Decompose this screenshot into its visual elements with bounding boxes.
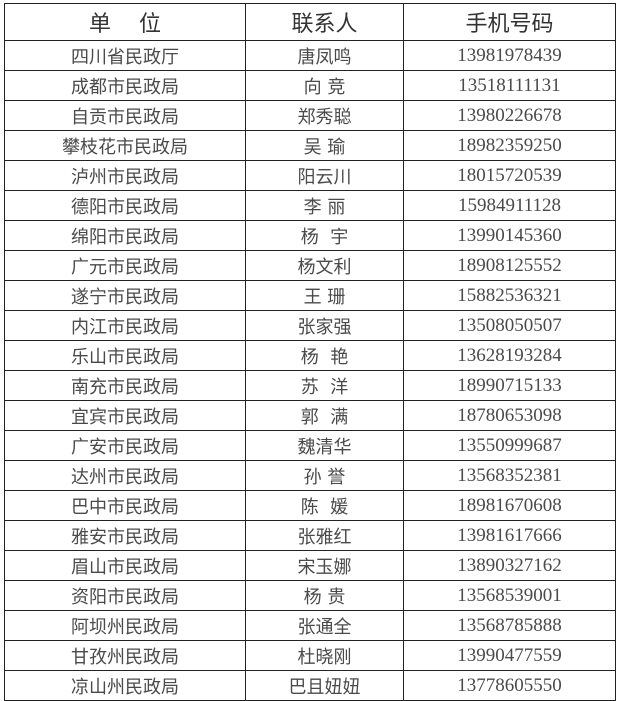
phone-cell: 13980226678 <box>403 100 616 131</box>
unit-cell: 自贡市民政局 <box>4 100 246 131</box>
table-row: 四川省民政厅 唐凤鸣 13981978439 <box>4 40 616 71</box>
contact-cell: 阳云川 <box>245 160 404 191</box>
phone-cell: 13550999687 <box>403 430 616 461</box>
contact-cell: 张家强 <box>245 310 404 341</box>
table-row: 广元市民政局 杨文利 18908125552 <box>4 250 616 281</box>
unit-cell: 巴中市民政局 <box>4 490 246 521</box>
unit-cell: 眉山市民政局 <box>4 550 246 581</box>
contact-cell: 杨 艳 <box>245 340 404 371</box>
contact-cell: 向 竞 <box>245 70 404 101</box>
phone-cell: 15882536321 <box>403 280 616 311</box>
header-unit: 单 位 <box>4 3 246 41</box>
contact-cell: 唐凤鸣 <box>245 40 404 71</box>
contact-cell: 张通全 <box>245 610 404 641</box>
table-row: 攀枝花市民政局吴 瑜 18982359250 <box>4 130 616 161</box>
contact-cell: 苏 洋 <box>245 370 404 401</box>
phone-cell: 13568352381 <box>403 460 616 491</box>
contact-cell: 孙 誉 <box>245 460 404 491</box>
phone-cell: 18982359250 <box>403 130 616 161</box>
phone-cell: 13981617666 <box>403 520 616 551</box>
phone-cell: 13778605550 <box>403 670 616 701</box>
table-row: 绵阳市民政局杨 宇 13990145360 <box>4 220 616 251</box>
phone-cell: 13518111131 <box>403 70 616 101</box>
unit-cell: 广元市民政局 <box>4 250 246 281</box>
header-row: 单 位 联系人 手机号码 <box>4 3 616 41</box>
unit-cell: 德阳市民政局 <box>4 190 246 221</box>
contact-cell: 杜晓刚 <box>245 640 404 671</box>
unit-cell: 绵阳市民政局 <box>4 220 246 251</box>
contact-cell: 杨 宇 <box>245 220 404 251</box>
contact-cell: 宋玉娜 <box>245 550 404 581</box>
table-row: 内江市民政局 张家强 13508050507 <box>4 310 616 341</box>
table-row: 凉山州民政局 巴且妞妞 13778605550 <box>4 670 616 701</box>
table-row: 南充市民政局苏 洋 18990715133 <box>4 370 616 401</box>
phone-cell: 18780653098 <box>403 400 616 431</box>
contact-cell: 杨文利 <box>245 250 404 281</box>
phone-cell: 13990145360 <box>403 220 616 251</box>
header-phone: 手机号码 <box>403 3 616 41</box>
phone-cell: 13568785888 <box>403 610 616 641</box>
unit-cell: 凉山州民政局 <box>4 670 246 701</box>
unit-cell: 泸州市民政局 <box>4 160 246 191</box>
unit-cell: 雅安市民政局 <box>4 520 246 551</box>
unit-cell: 成都市民政局 <box>4 70 246 101</box>
unit-cell: 攀枝花市民政局 <box>4 130 246 161</box>
unit-cell: 甘孜州民政局 <box>4 640 246 671</box>
phone-cell: 13568539001 <box>403 580 616 611</box>
table-row: 成都市民政局向 竞 13518111131 <box>4 70 616 101</box>
table-row: 自贡市民政局 郑秀聪 13980226678 <box>4 100 616 131</box>
contact-cell: 魏清华 <box>245 430 404 461</box>
table-row: 巴中市民政局陈 媛 18981670608 <box>4 490 616 521</box>
phone-cell: 13981978439 <box>403 40 616 71</box>
contact-cell: 张雅红 <box>245 520 404 551</box>
unit-cell: 阿坝州民政局 <box>4 610 246 641</box>
contact-cell: 郭 满 <box>245 400 404 431</box>
phone-cell: 18908125552 <box>403 250 616 281</box>
table-row: 眉山市民政局 宋玉娜 13890327162 <box>4 550 616 581</box>
contact-table: 单 位 联系人 手机号码 四川省民政厅 唐凤鸣 13981978439 成都市民政局向… <box>4 3 616 701</box>
header-contact: 联系人 <box>245 3 404 41</box>
table-row: 乐山市民政局杨 艳 13628193284 <box>4 340 616 371</box>
unit-cell: 内江市民政局 <box>4 310 246 341</box>
contact-cell: 吴 瑜 <box>245 130 404 161</box>
contact-cell: 陈 媛 <box>245 490 404 521</box>
contact-cell: 巴且妞妞 <box>245 670 404 701</box>
table-row: 广安市民政局 魏清华 13550999687 <box>4 430 616 461</box>
contact-cell: 王 珊 <box>245 280 404 311</box>
unit-cell: 乐山市民政局 <box>4 340 246 371</box>
table-row: 宜宾市民政局郭 满 18780653098 <box>4 400 616 431</box>
table-row: 遂宁市民政局王 珊 15882536321 <box>4 280 616 311</box>
phone-cell: 18981670608 <box>403 490 616 521</box>
contact-cell: 杨 贵 <box>245 580 404 611</box>
unit-cell: 四川省民政厅 <box>4 40 246 71</box>
unit-cell: 资阳市民政局 <box>4 580 246 611</box>
phone-cell: 13508050507 <box>403 310 616 341</box>
contact-cell: 李 丽 <box>245 190 404 221</box>
table-row: 阿坝州民政局 张通全 13568785888 <box>4 610 616 641</box>
unit-cell: 遂宁市民政局 <box>4 280 246 311</box>
table-row: 德阳市民政局李 丽 15984911128 <box>4 190 616 221</box>
unit-cell: 南充市民政局 <box>4 370 246 401</box>
phone-cell: 13890327162 <box>403 550 616 581</box>
phone-cell: 13628193284 <box>403 340 616 371</box>
unit-cell: 达州市民政局 <box>4 460 246 491</box>
contact-cell: 郑秀聪 <box>245 100 404 131</box>
table-row: 达州市民政局孙 誉 13568352381 <box>4 460 616 491</box>
table-row: 雅安市民政局 张雅红 13981617666 <box>4 520 616 551</box>
table-row: 甘孜州民政局 杜晓刚 13990477559 <box>4 640 616 671</box>
phone-cell: 18015720539 <box>403 160 616 191</box>
phone-cell: 18990715133 <box>403 370 616 401</box>
unit-cell: 广安市民政局 <box>4 430 246 461</box>
unit-cell: 宜宾市民政局 <box>4 400 246 431</box>
phone-cell: 13990477559 <box>403 640 616 671</box>
phone-cell: 15984911128 <box>403 190 616 221</box>
table-row: 泸州市民政局 阳云川 18015720539 <box>4 160 616 191</box>
table-row: 资阳市民政局杨 贵 13568539001 <box>4 580 616 611</box>
